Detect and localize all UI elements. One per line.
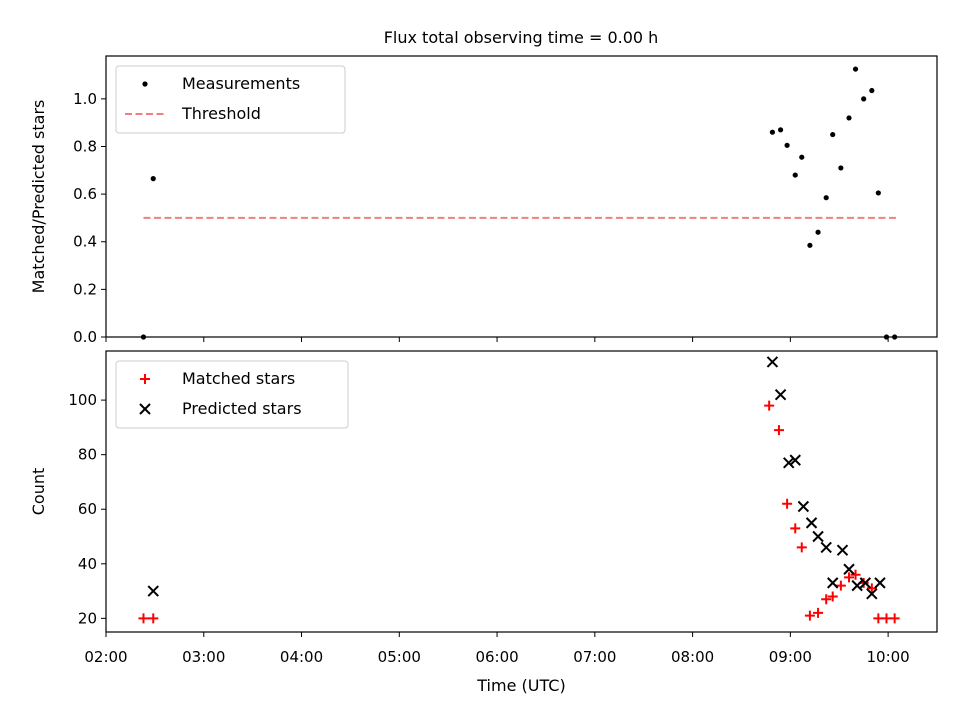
y-tick-label: 1.0 [73, 90, 97, 108]
series-matched-stars [138, 400, 900, 624]
legend-box [115, 65, 346, 134]
legend-item: Measurements [142, 74, 300, 93]
data-point [823, 195, 829, 201]
y-tick-label: 0.4 [73, 233, 97, 251]
data-point [805, 517, 818, 529]
data-point [813, 607, 824, 618]
legend-box [115, 360, 349, 429]
data-point [782, 498, 793, 509]
y-tick-label: 20 [78, 609, 97, 627]
data-point [812, 530, 824, 543]
data-point [150, 176, 156, 182]
data-point [859, 577, 872, 589]
data-point [789, 454, 801, 466]
data-point [830, 131, 836, 138]
chart-title: Flux total observing time = 0.00 h [384, 28, 659, 47]
series-measurements [140, 66, 898, 340]
legend-label: Threshold [181, 104, 261, 123]
data-point [838, 165, 844, 171]
data-point [139, 403, 151, 415]
data-point [792, 172, 798, 178]
data-point [148, 613, 159, 624]
x-tick-label: 10:00 [867, 648, 910, 666]
x-axis-label: Time (UTC) [476, 676, 565, 695]
legend-item: Matched stars [140, 369, 295, 388]
data-point [874, 577, 886, 589]
legend-label: Measurements [182, 74, 300, 93]
data-point [774, 388, 787, 401]
data-point [846, 115, 852, 121]
y-tick-label: 0.0 [73, 328, 97, 346]
data-point [844, 572, 855, 583]
data-point [869, 87, 875, 94]
data-point [875, 190, 881, 196]
data-point [796, 542, 807, 553]
data-point [866, 588, 878, 600]
data-point [835, 580, 846, 591]
data-point [797, 500, 810, 513]
axes-frame [105, 350, 938, 633]
legend-item: Threshold [125, 104, 261, 123]
data-point [850, 569, 861, 580]
y-axis-label: Count [29, 468, 48, 516]
data-point [799, 154, 805, 160]
data-point [827, 591, 838, 602]
legend: Measurements Threshold [115, 65, 346, 134]
data-point [807, 242, 813, 248]
axes-frame [105, 55, 938, 338]
data-point [836, 544, 849, 556]
y-tick-label: 0.2 [73, 280, 97, 298]
data-point [790, 523, 801, 534]
data-point [142, 81, 148, 87]
y-tick-label: 0.8 [73, 137, 97, 155]
series-predicted-stars [147, 356, 886, 600]
legend-label: Matched stars [182, 369, 295, 388]
panels: 0.0 0.2 0.4 0.6 0.8 1.0 Matched/Predicted star… [29, 55, 938, 695]
data-point [861, 96, 867, 102]
y-tick-label: 100 [68, 391, 97, 409]
data-point [784, 142, 790, 148]
x-tick-label: 05:00 [378, 648, 421, 666]
x-tick-label: 08:00 [671, 648, 714, 666]
y-tick-label: 0.6 [73, 185, 97, 203]
data-point [773, 425, 784, 436]
y-tick-label: 80 [78, 446, 97, 464]
data-point [815, 229, 821, 235]
data-point [866, 583, 877, 594]
legend-label: Predicted stars [182, 399, 302, 418]
data-point [764, 400, 775, 411]
x-tick-label: 02:00 [84, 648, 127, 666]
data-point [138, 613, 149, 624]
data-point [783, 457, 795, 469]
data-point [777, 127, 784, 133]
data-point [851, 579, 863, 592]
data-point [821, 594, 832, 605]
x-tick-label: 03:00 [182, 648, 225, 666]
y-axis-label: Matched/Predicted stars [29, 100, 48, 294]
legend: Matched stars Predicted stars [115, 360, 349, 429]
y-tick-label: 40 [78, 555, 97, 573]
x-tick-label: 06:00 [475, 648, 518, 666]
y-tick-label: 60 [78, 500, 97, 518]
data-point [804, 610, 815, 621]
data-point [769, 129, 776, 135]
panel-2: 20 40 60 80 100 02:00 03:00 04:00 05:00 06:00 07:0… [29, 350, 938, 695]
data-point [843, 563, 855, 575]
data-point [820, 541, 832, 554]
data-point [766, 356, 779, 368]
data-point [889, 613, 900, 624]
data-point [140, 374, 150, 384]
panel-1: 0.0 0.2 0.4 0.6 0.8 1.0 Matched/Predicted star… [29, 55, 938, 346]
legend-item: Predicted stars [139, 399, 302, 418]
x-tick-label: 07:00 [573, 648, 616, 666]
data-point [147, 585, 159, 597]
x-tick-label: 04:00 [280, 648, 323, 666]
data-point [827, 577, 839, 589]
data-point [852, 66, 859, 72]
x-tick-label: 09:00 [769, 648, 812, 666]
